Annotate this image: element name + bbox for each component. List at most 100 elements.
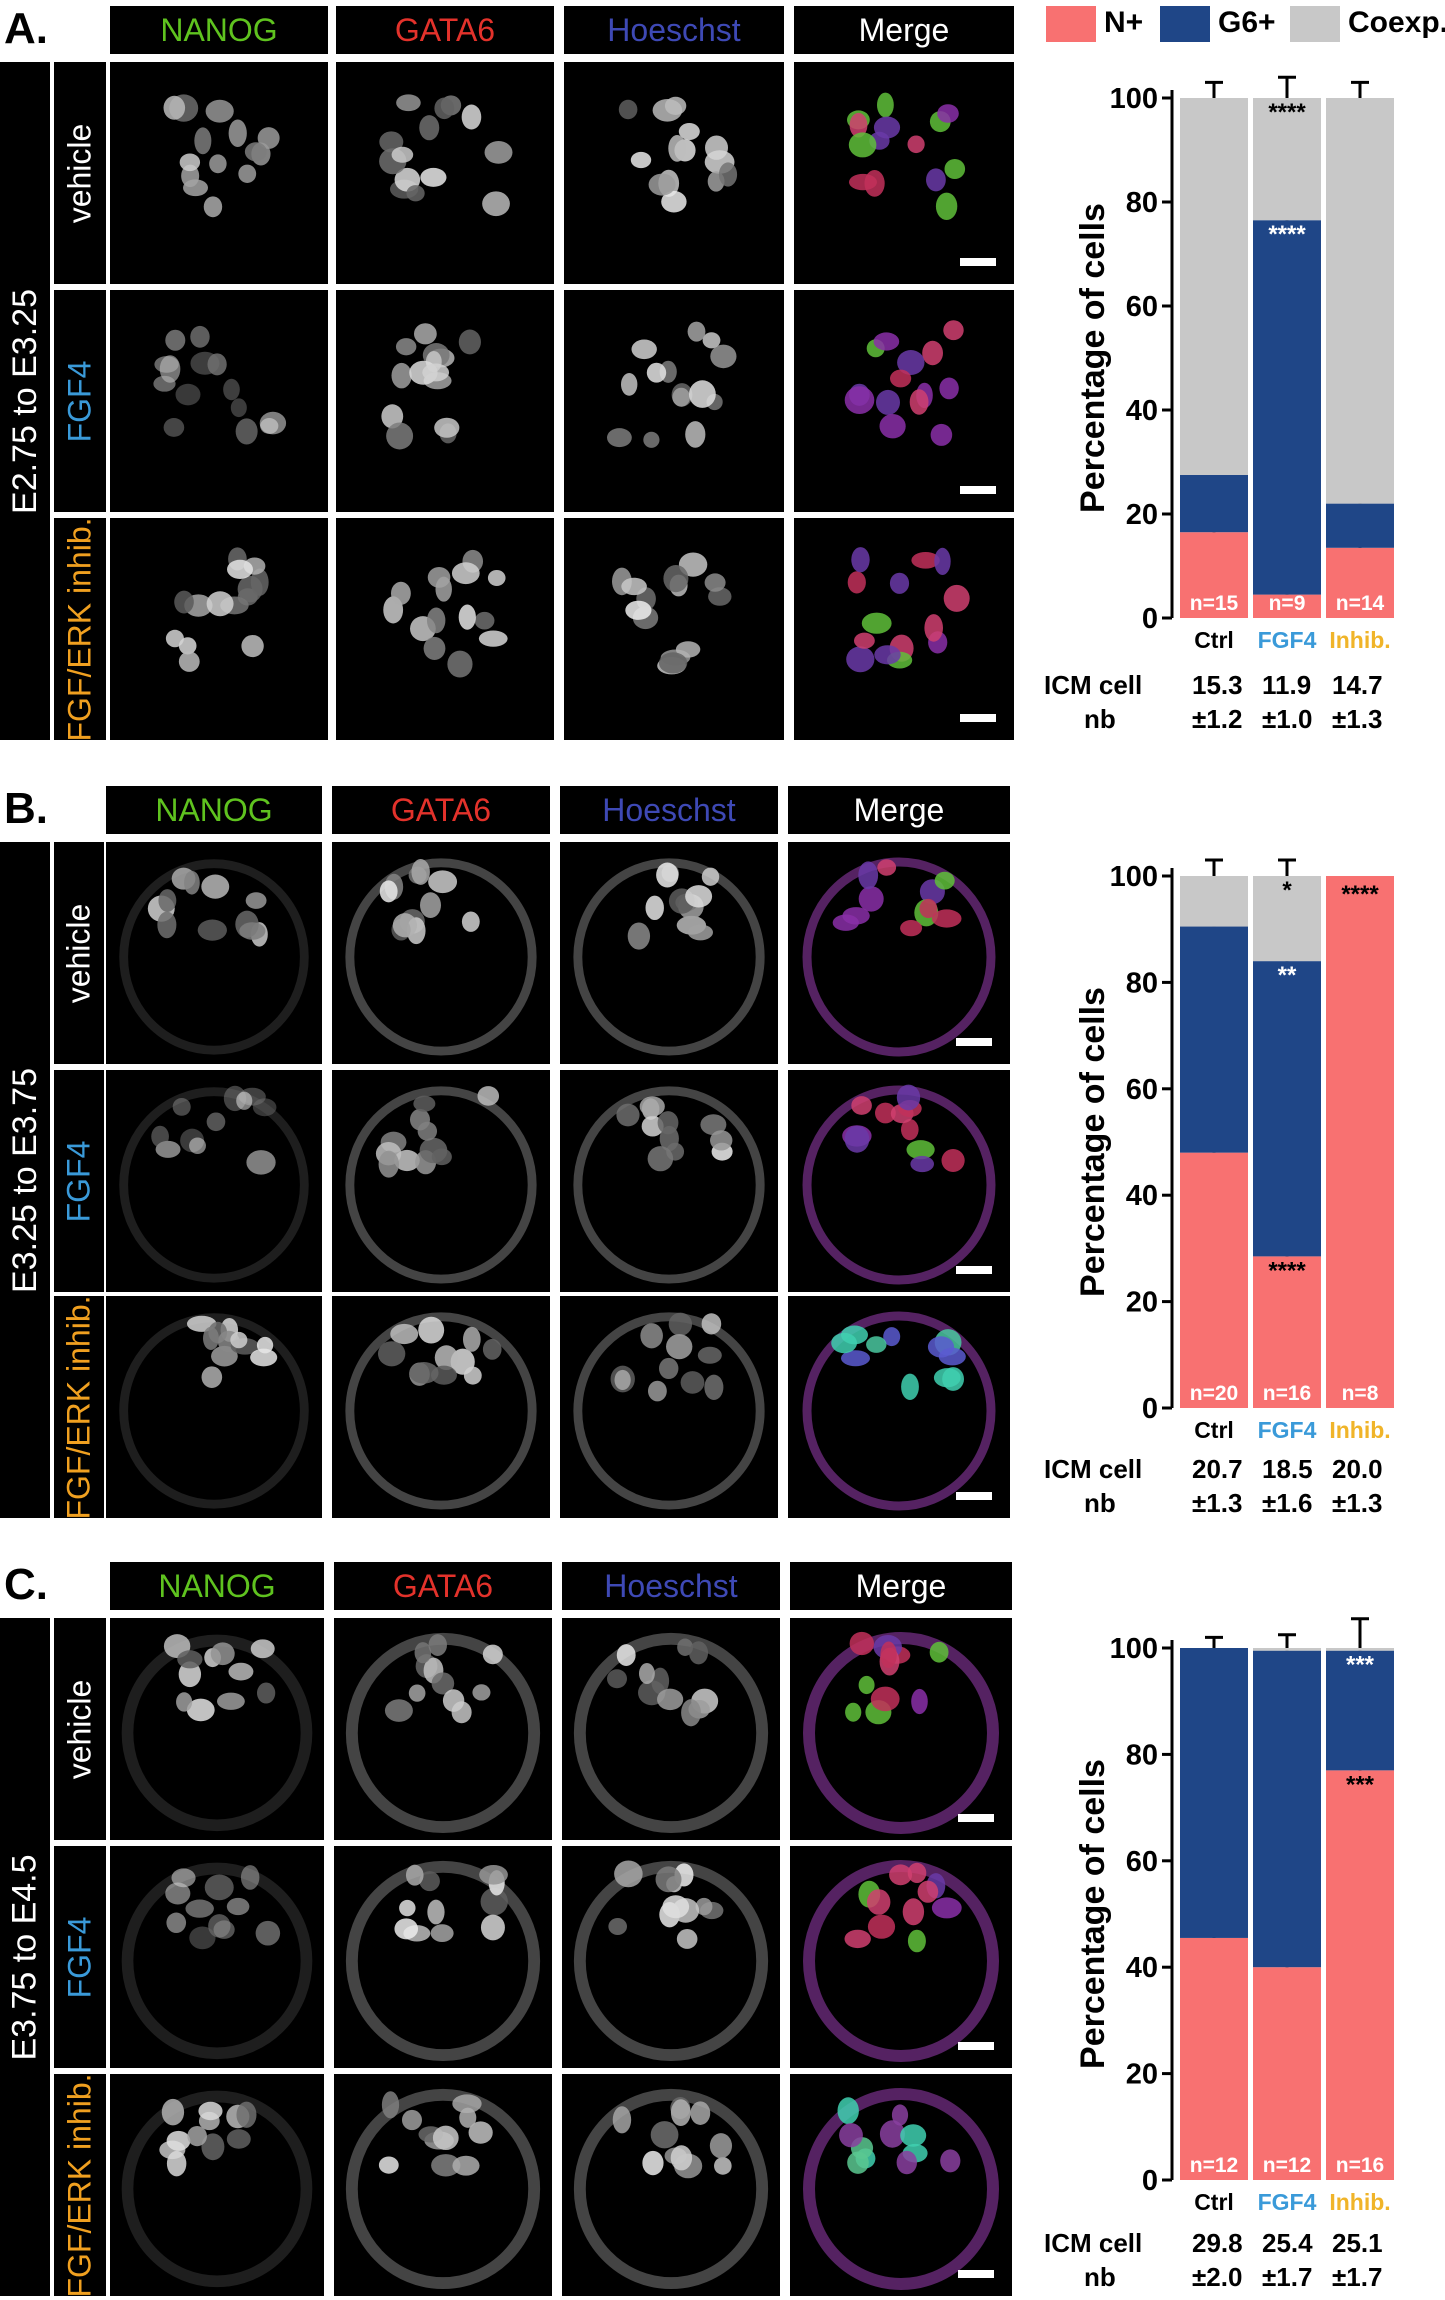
channel-header-gata6: GATA6	[336, 6, 554, 54]
image-c-fgf4-hoechst	[562, 1846, 780, 2068]
bar-coexp-fgf4	[1253, 1648, 1321, 1651]
image-a-vehicle-gata6	[336, 62, 554, 284]
scale-bar	[958, 2270, 994, 2278]
image-b-vehicle-merge	[788, 842, 1010, 1064]
image-a-fgf4-gata6	[336, 290, 554, 512]
image-c-inhib-hoechst	[562, 2074, 780, 2296]
legend-label-g6: G6+	[1218, 6, 1276, 39]
category-label: FGF4	[1258, 1417, 1317, 1443]
significance-label: ***	[1346, 1771, 1375, 1798]
stage-label-c: E3.75 to E4.5	[0, 1618, 50, 2296]
image-b-fgf4-gata6	[332, 1070, 550, 1292]
significance-label: ****	[1268, 1257, 1306, 1284]
icm-value-ctrl: 20.7 ±1.3	[1192, 1454, 1243, 1518]
bar-n-fgf4	[1253, 1967, 1321, 2180]
bar-g6-ctrl	[1180, 1648, 1248, 1938]
image-b-fgf4-nanog	[106, 1070, 322, 1292]
n-label: n=12	[1263, 2154, 1311, 2177]
scale-bar	[960, 714, 996, 722]
y-axis-label: Percentage of cells	[1074, 1759, 1112, 2069]
bar-g6-inhib	[1326, 503, 1394, 548]
icm-value-fgf4: 25.4 ±1.7	[1262, 2228, 1313, 2292]
image-b-fgf4-merge	[788, 1070, 1010, 1292]
n-label: n=8	[1342, 1382, 1379, 1405]
image-c-vehicle-merge	[790, 1618, 1012, 1840]
row-label-vehicle: vehicle	[54, 1618, 106, 1840]
n-label: n=20	[1190, 1382, 1238, 1405]
y-tick-label: 40	[1126, 1180, 1158, 1212]
image-a-vehicle-hoechst	[564, 62, 784, 284]
chart-b: Percentage of cells 0 20 40 60 80 100 n=20 Ctrl *…	[1060, 848, 1445, 1448]
bar-g6-fgf4	[1253, 961, 1321, 1257]
image-a-inhib-hoechst	[564, 518, 784, 740]
y-tick-label: 0	[1142, 1393, 1158, 1425]
stage-label-b: E3.25 to E3.75	[0, 842, 50, 1518]
y-tick-label: 0	[1142, 2165, 1158, 2197]
panel-letter-b: B.	[4, 784, 48, 833]
y-axis-label: Percentage of cells	[1074, 987, 1112, 1297]
image-b-vehicle-nanog	[106, 842, 322, 1064]
channel-header-nanog: NANOG	[110, 1562, 324, 1610]
y-tick-label: 80	[1126, 1739, 1158, 1771]
bar-n-inhib	[1326, 1770, 1394, 2180]
significance-label: ***	[1346, 1652, 1375, 1679]
image-a-vehicle-merge	[794, 62, 1014, 284]
n-label: n=16	[1336, 2154, 1384, 2177]
bar-n-ctrl	[1180, 1152, 1248, 1408]
row-label-vehicle: vehicle	[54, 842, 104, 1064]
stacked-bar-chart: Percentage of cells 0 20 40 60 80 100 n=12 Ctrl n…	[1074, 1617, 1394, 2215]
row-label-inhib: FGF/ERK inhib.	[54, 517, 106, 741]
scale-bar	[956, 1266, 992, 1274]
bar-coexp-ctrl	[1180, 98, 1248, 475]
legend-label-n: N+	[1104, 6, 1144, 39]
image-a-inhib-gata6	[336, 518, 554, 740]
stacked-bar-chart: Percentage of cells 0 20 40 60 80 100 n=20 Ctrl *…	[1074, 858, 1394, 1443]
bar-coexp-inhib	[1326, 98, 1394, 504]
image-c-inhib-merge	[790, 2074, 1012, 2296]
image-a-inhib-nanog	[110, 518, 328, 740]
image-c-fgf4-gata6	[334, 1846, 552, 2068]
y-tick-label: 80	[1126, 187, 1158, 219]
y-tick-label: 80	[1126, 967, 1158, 999]
channel-header-merge: Merge	[790, 1562, 1012, 1610]
icm-value-fgf4: 11.9 ±1.0	[1262, 670, 1313, 734]
y-tick-label: 20	[1126, 1287, 1158, 1319]
scale-bar	[960, 486, 996, 494]
y-tick-label: 0	[1142, 603, 1158, 635]
row-label-vehicle: vehicle	[54, 62, 106, 284]
y-tick-label: 100	[1110, 83, 1158, 115]
scale-bar	[956, 1492, 992, 1500]
category-label: Ctrl	[1194, 2189, 1234, 2215]
scale-bar	[956, 1038, 992, 1046]
icm-label: ICM cell nb	[1044, 670, 1143, 734]
icm-label: ICM cell nb	[1044, 2228, 1143, 2292]
category-label: FGF4	[1258, 2189, 1317, 2215]
channel-header-nanog: NANOG	[110, 6, 328, 54]
image-b-fgf4-hoechst	[560, 1070, 778, 1292]
image-a-vehicle-nanog	[110, 62, 328, 284]
n-label: n=15	[1190, 592, 1239, 615]
row-label-inhib: FGF/ERK inhib.	[54, 1295, 104, 1519]
image-b-inhib-nanog	[106, 1296, 322, 1518]
scale-bar	[960, 258, 996, 266]
row-label-fgf4: FGF4	[54, 290, 106, 512]
icm-value-inhib: 25.1 ±1.7	[1332, 2228, 1383, 2292]
y-tick-label: 60	[1126, 291, 1158, 323]
category-label: Inhib.	[1329, 2189, 1390, 2215]
significance-label: ****	[1341, 881, 1379, 908]
image-a-inhib-merge	[794, 518, 1014, 740]
row-label-inhib: FGF/ERK inhib.	[54, 2073, 106, 2297]
category-label: FGF4	[1258, 627, 1317, 653]
bar-n-ctrl	[1180, 1937, 1248, 2180]
image-c-fgf4-nanog	[110, 1846, 324, 2068]
stacked-bar-chart: Percentage of cells 0 20 40 60 80 100 n=15 Ctrl *…	[1074, 75, 1394, 653]
legend-label-coexp: Coexp.	[1348, 6, 1445, 39]
bar-n-ctrl	[1180, 532, 1248, 618]
channel-header-hoechst: Hoeschst	[564, 6, 784, 54]
image-c-vehicle-nanog	[110, 1618, 324, 1840]
image-a-fgf4-hoechst	[564, 290, 784, 512]
scale-bar	[958, 1814, 994, 1822]
channel-header-hoechst: Hoeschst	[560, 786, 778, 834]
significance-label: ****	[1268, 221, 1306, 248]
category-label: Ctrl	[1194, 1417, 1234, 1443]
